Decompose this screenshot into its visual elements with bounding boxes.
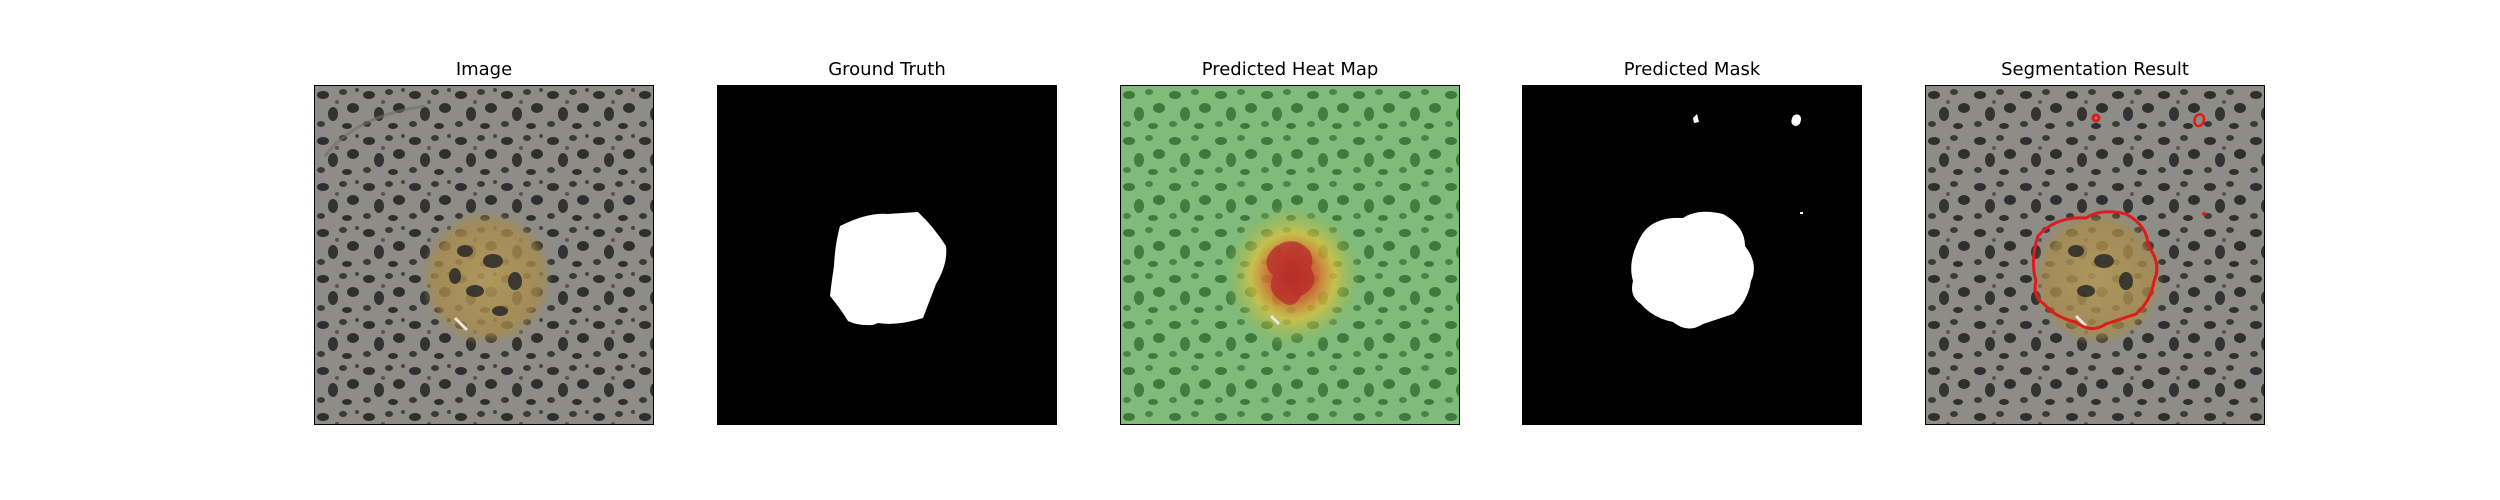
- predicted-mask: [1522, 85, 1862, 425]
- segmentation-result: [1925, 85, 2265, 425]
- panel-title-predicted-mask: Predicted Mask: [1623, 59, 1761, 80]
- panel-title-ground-truth: Ground Truth: [828, 59, 946, 80]
- ground-truth-mask: [717, 85, 1057, 425]
- predicted-heat-map: [1120, 85, 1460, 425]
- panel-title-predicted-heat-map: Predicted Heat Map: [1201, 59, 1379, 80]
- input-image: [314, 85, 654, 425]
- panel-title-image: Image: [455, 59, 513, 80]
- panel-title-segmentation-result: Segmentation Result: [2001, 59, 2189, 80]
